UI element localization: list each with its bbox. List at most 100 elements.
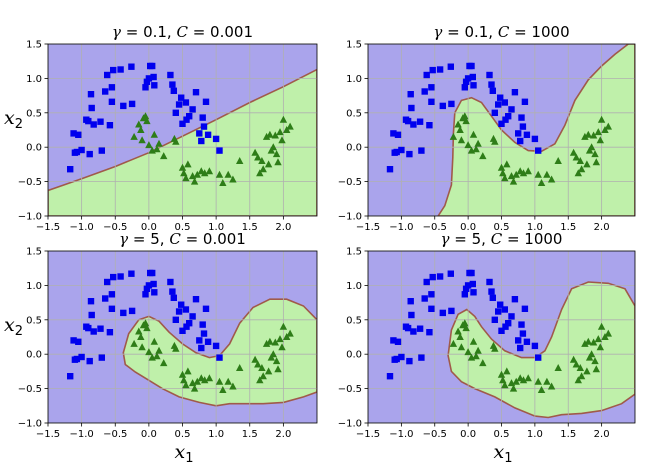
class0-point <box>108 84 116 91</box>
class0-point <box>515 337 522 344</box>
class0-point <box>495 101 502 108</box>
class0-point <box>386 373 394 380</box>
y-tick-label: 0.5 <box>26 315 42 326</box>
class1-point <box>201 376 209 384</box>
x-tick-label: −1.5 <box>36 222 60 233</box>
y-tick-label: 1.0 <box>346 74 362 85</box>
class1-point <box>497 370 506 378</box>
x-tick-label: −1.0 <box>69 429 93 440</box>
class1-point <box>254 153 262 161</box>
class1-point <box>592 365 600 373</box>
class0-point <box>182 99 190 106</box>
class1-point <box>180 376 188 384</box>
class1-point <box>137 126 145 133</box>
class1-point <box>569 148 578 156</box>
class1-point <box>138 136 146 144</box>
class1-point <box>509 384 518 392</box>
x-tick-label: −1.5 <box>356 429 380 440</box>
y-tick-label: 1.0 <box>346 281 362 292</box>
class1-point <box>589 131 598 139</box>
x-tick-label: −0.5 <box>423 222 447 233</box>
class0-point <box>429 273 436 281</box>
class0-point <box>517 137 524 145</box>
class1-point <box>279 115 288 123</box>
class1-point <box>501 381 509 389</box>
class0-point <box>167 71 174 79</box>
x-tick-label: −0.5 <box>103 222 127 233</box>
class1-point <box>581 132 589 140</box>
x-tick-label: 1.0 <box>208 429 224 440</box>
class1-point <box>172 344 180 352</box>
class0-point <box>495 308 502 315</box>
class0-point <box>85 324 92 332</box>
class1-point <box>279 322 288 330</box>
y-tick-label: 1.5 <box>26 40 42 51</box>
class0-point <box>87 91 95 98</box>
x-tick-label: −0.5 <box>423 429 447 440</box>
class1-point <box>266 337 274 345</box>
x-tick-label: 0.0 <box>141 222 157 233</box>
x-tick-label: −0.5 <box>103 429 127 440</box>
class0-point <box>404 117 412 125</box>
class0-point <box>523 338 531 345</box>
class1-point <box>449 132 458 140</box>
class1-point <box>454 327 462 335</box>
class0-point <box>212 342 220 350</box>
x-tick-label: 1.5 <box>242 429 258 440</box>
class0-point <box>200 123 208 130</box>
class0-point <box>488 81 495 88</box>
class1-region <box>122 298 317 407</box>
class1-point <box>153 145 161 153</box>
class0-point <box>172 109 179 116</box>
class1-point <box>141 319 150 327</box>
y-tick-label: 1.5 <box>26 247 42 258</box>
class0-point <box>78 146 85 154</box>
class1-point <box>205 374 214 382</box>
class0-point <box>498 120 505 127</box>
class0-point <box>204 131 212 138</box>
class1-point <box>172 137 180 145</box>
class0-point <box>87 298 95 305</box>
subplot-title: γ = 5, C = 1000 <box>441 230 563 248</box>
class1-point <box>457 136 466 144</box>
class0-point <box>393 148 400 156</box>
class0-point <box>461 291 468 298</box>
y-tick-label: −1.0 <box>338 419 362 430</box>
class1-point <box>497 163 506 171</box>
class0-point <box>70 130 77 137</box>
class1-point <box>456 126 464 133</box>
class0-point <box>436 273 444 280</box>
x-tick-label: 1.0 <box>527 222 543 233</box>
class1-point <box>272 150 281 158</box>
class1-point <box>461 112 469 120</box>
class0-point <box>426 122 433 129</box>
class1-point <box>219 386 227 393</box>
x-tick-label: −1.5 <box>356 222 380 233</box>
class1-point <box>256 169 264 177</box>
x-tick-label: 2.0 <box>594 222 610 233</box>
class0-point <box>150 280 157 288</box>
x-tick-label: −1.0 <box>389 222 413 233</box>
x-axis-label: x1 <box>175 441 194 466</box>
class0-point <box>394 338 402 345</box>
class0-point <box>70 337 77 344</box>
class1-point <box>591 150 599 158</box>
x-tick-label: −1.0 <box>389 429 413 440</box>
class1-point <box>574 169 582 177</box>
class1-point <box>456 333 464 340</box>
class1-point <box>554 364 562 371</box>
y-tick-label: −1.0 <box>18 419 42 430</box>
class0-point <box>175 308 183 315</box>
class0-point <box>167 278 174 286</box>
x-tick-label: 2.0 <box>275 429 291 440</box>
class0-point <box>461 84 468 91</box>
class0-point <box>531 135 539 143</box>
class1-point <box>184 367 192 375</box>
class0-point <box>143 285 151 292</box>
class1-point <box>190 177 199 185</box>
class1-point <box>272 357 281 365</box>
class0-point <box>183 116 190 123</box>
class0-point <box>469 73 476 81</box>
class1-point <box>155 139 163 147</box>
class0-point <box>90 121 97 128</box>
